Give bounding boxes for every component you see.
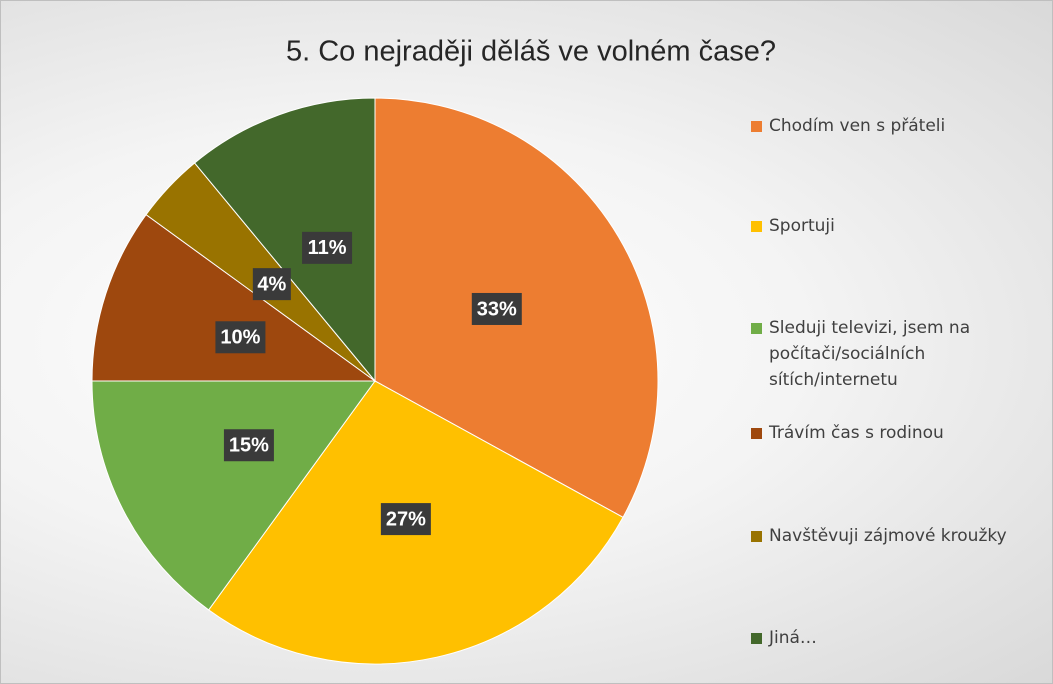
legend-label: Sleduji televizi, jsem na počítači/sociá… [769, 318, 971, 390]
legend-item: Trávím čas s rodinou [751, 420, 1053, 446]
data-label: 27% [386, 508, 426, 530]
legend-item: Navštěvuji zájmové kroužky [751, 523, 1053, 549]
legend-swatch [751, 428, 762, 439]
legend-swatch [751, 221, 762, 232]
data-label: 4% [257, 273, 286, 295]
legend-swatch [751, 121, 762, 132]
data-label-box [215, 321, 266, 354]
pie-slice [91, 213, 377, 382]
data-label-box [471, 292, 522, 325]
legend-label: Jiná… [769, 628, 817, 648]
legend-label: Navštěvuji zájmové kroužky [769, 526, 1007, 546]
legend-item: Jiná… [751, 625, 1053, 651]
data-label-box [302, 231, 353, 264]
data-label-box [252, 268, 291, 301]
legend-swatch [751, 323, 762, 334]
legend-swatch [751, 633, 762, 644]
legend-item: Chodím ven s přáteli [751, 113, 1053, 139]
data-label: 15% [229, 435, 269, 457]
legend-label: Chodím ven s přáteli [769, 116, 946, 136]
legend-item: Sportuji [751, 213, 1053, 239]
data-label: 11% [308, 237, 347, 259]
pie-slice [91, 380, 376, 611]
legend-label: Trávím čas s rodinou [769, 423, 944, 443]
data-label: 10% [220, 327, 260, 349]
legend-item: Sleduji televizi, jsem na počítači/sociá… [751, 315, 1039, 393]
data-label-box [223, 429, 274, 462]
pie-slice [193, 97, 376, 383]
legend-swatch [751, 531, 762, 542]
legend-label: Sportuji [769, 216, 835, 236]
data-label: 33% [477, 298, 517, 320]
chart-title: 5. Co nejraději děláš ve volném čase? [286, 36, 776, 68]
data-label-box [380, 503, 431, 536]
